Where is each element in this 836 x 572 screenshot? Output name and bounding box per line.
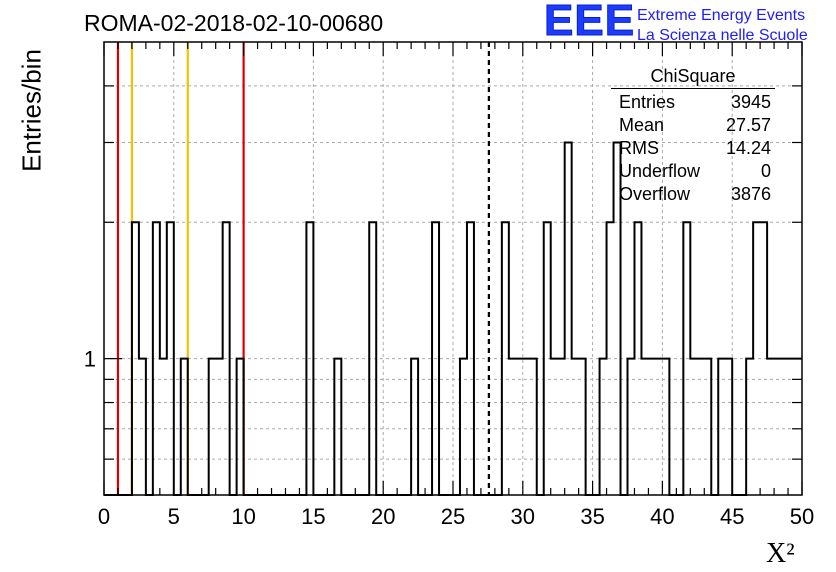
histogram-bin	[662, 359, 669, 495]
stats-title: ChiSquare	[611, 66, 775, 89]
grid-layer	[104, 42, 802, 495]
histogram-bin	[216, 359, 223, 495]
run-title: ROMA-02-2018-02-10-00680	[84, 10, 384, 36]
x-tick-label: 40	[650, 504, 674, 529]
histogram-bin	[516, 359, 523, 495]
x-tick-label: 15	[301, 504, 325, 529]
stats-value: 3876	[730, 184, 771, 204]
histogram-bin	[509, 359, 516, 495]
histogram-bin	[774, 359, 781, 495]
histogram-bin	[753, 222, 760, 495]
histogram-bin	[683, 222, 690, 495]
histogram-bin	[460, 359, 467, 495]
histogram-bin	[132, 222, 139, 495]
x-tick-label: 35	[580, 504, 604, 529]
histogram-bin	[579, 359, 586, 495]
histogram-bin	[467, 222, 474, 495]
histogram-bin	[139, 359, 146, 495]
x-tick-label: 5	[168, 504, 180, 529]
histogram-bin	[655, 359, 662, 495]
histogram-bin	[551, 359, 558, 495]
stats-label: RMS	[619, 138, 659, 158]
histogram-bin	[760, 222, 767, 495]
histogram-bin	[746, 359, 753, 495]
tick-labels: 0 5 10 15 20 25 30 35 40 45 50 1	[84, 347, 814, 529]
stats-value: 14.24	[725, 138, 771, 158]
histogram-bin	[544, 222, 551, 495]
logo-line-2: La Scienza nelle Scuole	[637, 27, 808, 44]
x-tick-label: 10	[231, 504, 255, 529]
eee-logo: EEE Extreme Energy Events La Scienza nel…	[543, 0, 834, 47]
stats-label: Entries	[619, 92, 676, 112]
logo-line-1: Extreme Energy Events	[637, 7, 806, 24]
histogram-bin	[781, 359, 788, 495]
axis-ticks	[103, 42, 803, 495]
stats-row-rms: RMS 14.24	[611, 137, 775, 160]
histogram-bin	[160, 359, 167, 495]
x-axis-label: X²	[766, 538, 795, 569]
histogram-bin	[334, 359, 341, 495]
histogram-bin	[523, 359, 530, 495]
histogram-bin	[369, 222, 376, 495]
histogram-bin	[648, 359, 655, 495]
histogram-bin	[167, 222, 174, 495]
x-tick-label: 25	[441, 504, 465, 529]
histogram-bin	[767, 359, 774, 495]
stats-value: 0	[760, 161, 771, 181]
histogram-bin	[237, 359, 244, 495]
histogram-bin	[718, 359, 725, 495]
stats-label: Overflow	[619, 184, 691, 204]
stats-label: Mean	[619, 115, 665, 135]
histogram-bin	[502, 222, 509, 495]
stats-label: Underflow	[619, 161, 701, 181]
histogram-bin	[223, 222, 230, 495]
histogram-bin	[153, 222, 160, 495]
histogram-bin	[565, 142, 572, 495]
stats-row-overflow: Overflow 3876	[611, 183, 775, 206]
x-tick-label: 45	[720, 504, 744, 529]
x-tick-label: 0	[98, 504, 110, 529]
histogram-bin	[432, 222, 439, 495]
y-tick-label: 1	[84, 347, 96, 372]
x-tick-label: 20	[371, 504, 395, 529]
histogram-bin	[181, 359, 188, 495]
histogram-bin	[628, 359, 635, 495]
stats-value: 3945	[730, 92, 771, 112]
histogram-bin	[572, 359, 579, 495]
stats-row-entries: Entries 3945	[611, 91, 775, 114]
stats-row-mean: Mean 27.57	[611, 114, 775, 137]
histogram-bin	[697, 359, 704, 495]
x-tick-label: 30	[511, 504, 535, 529]
histogram-bin	[530, 359, 537, 495]
histogram-bin	[600, 359, 607, 495]
stats-value: 27.57	[725, 115, 771, 135]
histogram-bin	[641, 359, 648, 495]
histogram-bin	[704, 359, 711, 495]
histogram-bin	[607, 222, 614, 495]
histogram-bin	[411, 359, 418, 495]
histogram-bin	[690, 359, 697, 495]
histogram-bin	[634, 222, 641, 495]
stats-box: ChiSquare Entries 3945 Mean 27.57 RMS 14…	[611, 66, 775, 206]
histogram-bin	[725, 359, 732, 495]
x-tick-label: 50	[790, 504, 814, 529]
histogram-bin	[306, 222, 313, 495]
eee-logo-mark: EEE	[543, 0, 636, 45]
histogram-bin	[558, 359, 565, 495]
histogram-bin	[209, 359, 216, 495]
stats-row-underflow: Underflow 0	[611, 160, 775, 183]
